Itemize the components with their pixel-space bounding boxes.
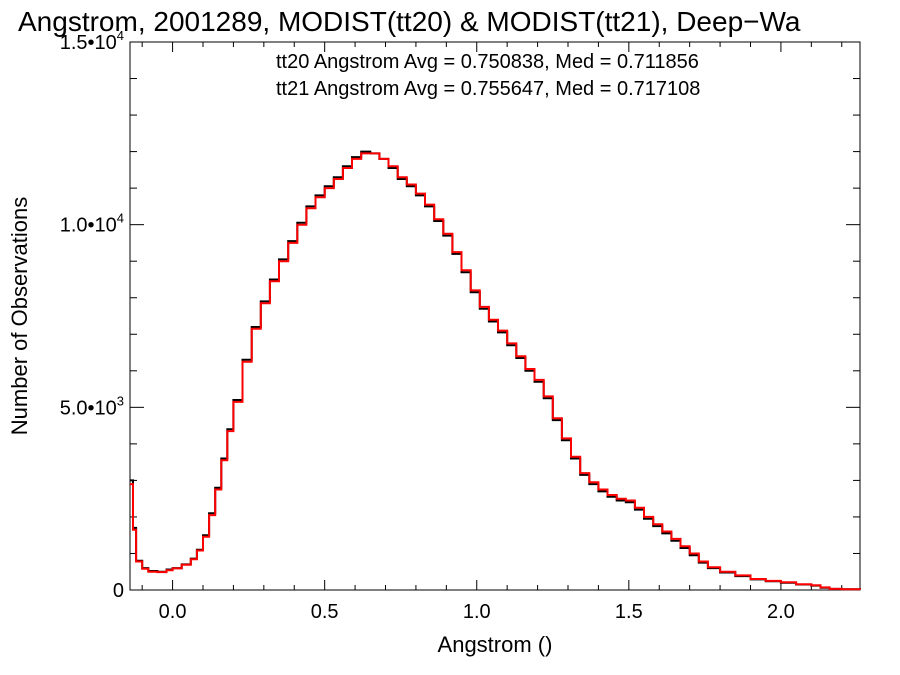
y-axis-ticks: 0 5.0•103 1.0•104 1.5•104 [60, 28, 860, 602]
y-axis-label: Number of Observations [7, 197, 32, 435]
x-tick-label: 0.5 [311, 601, 339, 623]
x-axis-label: Angstrom () [438, 632, 553, 657]
y-tick-label: 1.0•104 [60, 211, 124, 237]
x-tick-label: 1.0 [463, 601, 491, 623]
x-tick-label: 0.0 [159, 601, 187, 623]
x-tick-label: 2.0 [767, 601, 795, 623]
series-layer [130, 150, 861, 591]
series-tt20-line [130, 150, 861, 591]
y-tick-label: 5.0•103 [60, 393, 124, 419]
y-tick-label: 1.5•104 [60, 28, 124, 54]
series-tt21-line [130, 152, 861, 591]
annotation-tt21-stats: tt21 Angstrom Avg = 0.755647, Med = 0.71… [276, 78, 700, 100]
annotation-tt20-stats: tt20 Angstrom Avg = 0.750838, Med = 0.71… [276, 51, 699, 73]
chart-title: Angstrom, 2001289, MODIST(tt20) & MODIST… [18, 6, 801, 37]
plot-frame [129, 41, 861, 591]
y-tick-label: 0 [113, 580, 124, 602]
x-axis-ticks: 0.0 0.5 1.0 1.5 2.0 [141, 42, 843, 623]
x-tick-label: 1.5 [615, 601, 643, 623]
